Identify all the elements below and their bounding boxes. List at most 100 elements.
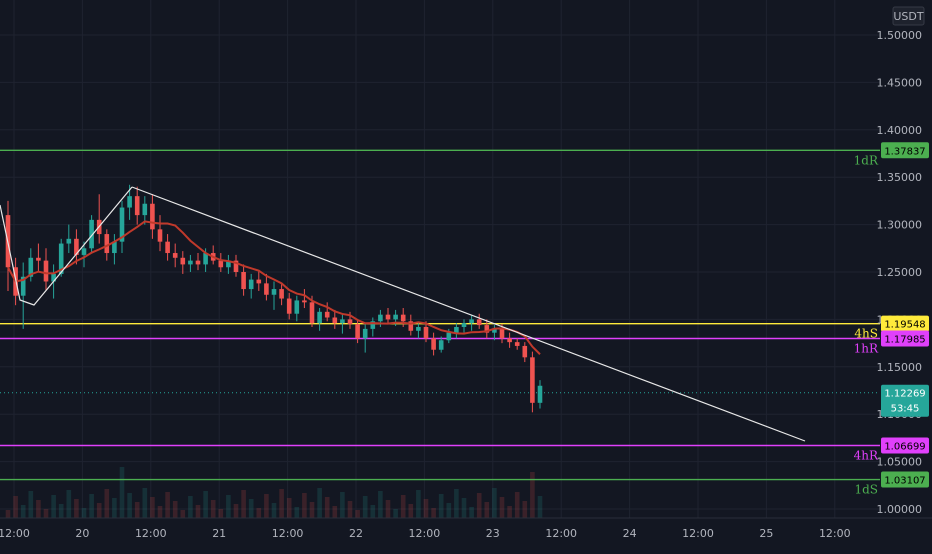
candle-body bbox=[522, 345, 528, 358]
time-tick-label: 23 bbox=[486, 527, 500, 540]
candle-body bbox=[324, 311, 330, 318]
candle-body bbox=[423, 326, 429, 339]
candle-body bbox=[112, 241, 117, 254]
candle-body bbox=[484, 325, 490, 333]
candle bbox=[537, 380, 543, 409]
candle-body bbox=[66, 238, 72, 244]
volume-bar bbox=[203, 491, 208, 518]
price-tick-label: 1.50000 bbox=[877, 29, 923, 42]
candle-body bbox=[142, 203, 148, 216]
candle-body bbox=[241, 272, 246, 290]
volume-bar bbox=[522, 501, 528, 518]
candle-body bbox=[355, 324, 360, 339]
volume-bar bbox=[218, 509, 224, 518]
candle bbox=[218, 253, 224, 272]
candle-body bbox=[332, 317, 338, 324]
candle-body bbox=[74, 238, 79, 255]
candle bbox=[514, 338, 520, 350]
candle bbox=[112, 234, 117, 265]
time-tick-label: 12:00 bbox=[545, 527, 577, 540]
price-tick-label: 1.45000 bbox=[877, 76, 923, 89]
volume-bar bbox=[484, 502, 490, 518]
candle-body bbox=[119, 207, 125, 242]
volume-bar bbox=[165, 492, 170, 518]
volume-bar bbox=[514, 492, 520, 518]
volume-bar bbox=[43, 509, 49, 518]
volume-bar bbox=[378, 491, 383, 518]
volume-bar bbox=[476, 493, 482, 518]
current-price-text: 1.12269 bbox=[884, 389, 925, 400]
time-tick-label: 12:00 bbox=[272, 527, 304, 540]
candle-body bbox=[454, 326, 459, 333]
candle bbox=[385, 308, 391, 325]
candle-body bbox=[492, 328, 497, 333]
candle-body bbox=[476, 319, 482, 326]
volume-bar bbox=[256, 508, 262, 518]
candle-body bbox=[195, 260, 201, 265]
volume-bar bbox=[469, 507, 474, 518]
volume-bar bbox=[461, 498, 467, 518]
time-tick-label: 12:00 bbox=[409, 527, 441, 540]
volume-bar bbox=[89, 494, 94, 518]
candle bbox=[286, 292, 292, 320]
volume-bar bbox=[233, 504, 239, 518]
volume-bar bbox=[5, 510, 11, 518]
currency-label: USDT bbox=[893, 10, 924, 23]
volume-bar bbox=[416, 490, 421, 518]
time-tick-label: 12:00 bbox=[135, 527, 167, 540]
candle-body bbox=[165, 241, 170, 254]
candle bbox=[74, 229, 79, 265]
candle bbox=[302, 289, 307, 309]
level-price-text: 1.37837 bbox=[884, 146, 925, 157]
candle bbox=[416, 323, 421, 339]
price-tick-label: 1.00000 bbox=[877, 503, 923, 516]
candle bbox=[20, 262, 26, 329]
level-label: 1hR bbox=[854, 342, 879, 356]
volume-bar bbox=[393, 509, 398, 518]
volume-bar bbox=[370, 505, 376, 518]
candle bbox=[180, 251, 186, 274]
volume-bar bbox=[157, 506, 163, 518]
volume-bar bbox=[36, 500, 41, 518]
level-price-tag bbox=[881, 142, 929, 159]
level-label: 1dR bbox=[854, 153, 879, 167]
volume-bar bbox=[294, 507, 300, 518]
candle-body bbox=[233, 260, 239, 272]
candle bbox=[172, 243, 178, 268]
candle bbox=[461, 319, 467, 333]
volume-bar bbox=[279, 489, 284, 518]
candle bbox=[142, 196, 148, 225]
volume-bar bbox=[81, 508, 87, 518]
level-price-tag bbox=[881, 315, 929, 332]
volume-bar bbox=[408, 504, 414, 518]
candle-body bbox=[340, 319, 345, 324]
moving-average-line bbox=[7, 220, 541, 355]
candle-body bbox=[104, 234, 110, 254]
volume-bar bbox=[195, 505, 201, 518]
countdown-text: 53:45 bbox=[891, 404, 920, 415]
candle-body bbox=[461, 323, 467, 327]
candle bbox=[431, 332, 436, 356]
candle bbox=[332, 309, 338, 329]
time-tick-label: 24 bbox=[623, 527, 637, 540]
volume-bar bbox=[347, 501, 353, 518]
volume-bar bbox=[431, 508, 436, 518]
price-tick-label: 1.05000 bbox=[877, 456, 923, 469]
volume-bar bbox=[28, 491, 34, 518]
time-tick-label: 12:00 bbox=[682, 527, 714, 540]
candle bbox=[89, 215, 94, 254]
level-label: 4hR bbox=[854, 448, 879, 462]
candle-body bbox=[530, 357, 535, 403]
volume-bar bbox=[438, 494, 444, 518]
price-axis[interactable] bbox=[880, 0, 932, 518]
candle-body bbox=[469, 319, 474, 324]
candle bbox=[423, 321, 429, 343]
candle-body bbox=[378, 314, 383, 322]
candle bbox=[233, 254, 239, 277]
candle-body bbox=[134, 196, 140, 216]
currency-badge[interactable] bbox=[892, 6, 925, 26]
